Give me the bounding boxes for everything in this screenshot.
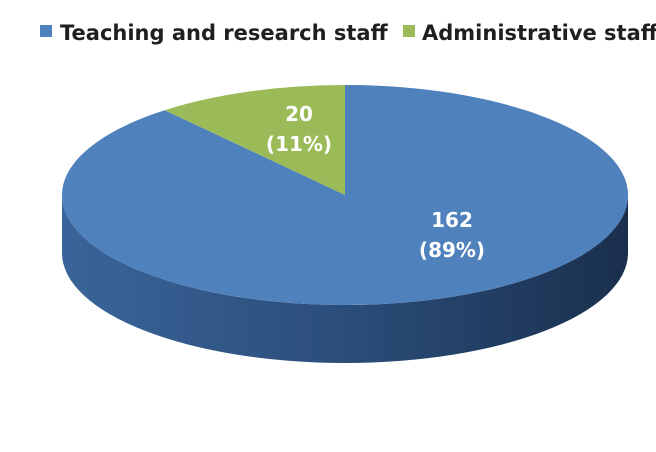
- pie-3d-side: [62, 195, 628, 363]
- data-label-value-teaching-and-research-staff: 162: [431, 208, 473, 232]
- data-label-percent-administrative-staff: (11%): [266, 132, 332, 156]
- pie-slice-teaching-and-research-staff: [62, 84, 629, 305]
- legend-swatch-teaching-and-research-staff: [40, 25, 52, 37]
- pie-slices: [62, 84, 629, 305]
- pie-side-wall: [62, 195, 628, 363]
- legend-swatch-administrative-staff: [403, 25, 415, 37]
- legend-label-administrative-staff: Administrative staff: [422, 21, 656, 45]
- data-label-percent-teaching-and-research-staff: (89%): [419, 238, 485, 262]
- data-labels: 162 (89%) 20 (11%): [266, 102, 485, 262]
- data-label-value-administrative-staff: 20: [285, 102, 313, 126]
- chart-legend: Teaching and research staff Administrati…: [40, 21, 656, 45]
- legend-label-teaching-and-research-staff: Teaching and research staff: [60, 21, 389, 45]
- pie-slice-administrative-staff: [164, 85, 345, 195]
